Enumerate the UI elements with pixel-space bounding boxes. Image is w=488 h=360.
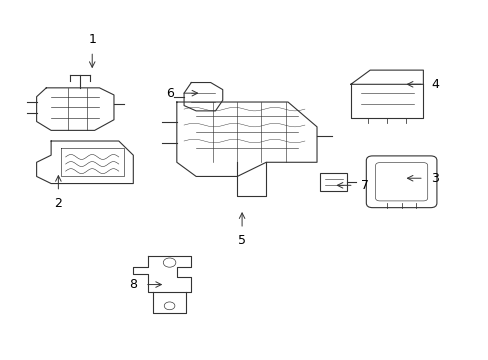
- Text: 2: 2: [54, 197, 62, 210]
- Text: 6: 6: [165, 87, 173, 100]
- FancyBboxPatch shape: [366, 156, 436, 208]
- Text: 8: 8: [129, 278, 137, 291]
- Text: 1: 1: [88, 33, 96, 46]
- Bar: [320, 173, 347, 191]
- Text: 5: 5: [238, 234, 245, 247]
- Text: 7: 7: [361, 179, 368, 192]
- Text: 3: 3: [430, 172, 439, 185]
- FancyBboxPatch shape: [375, 163, 427, 201]
- Text: 4: 4: [430, 78, 439, 91]
